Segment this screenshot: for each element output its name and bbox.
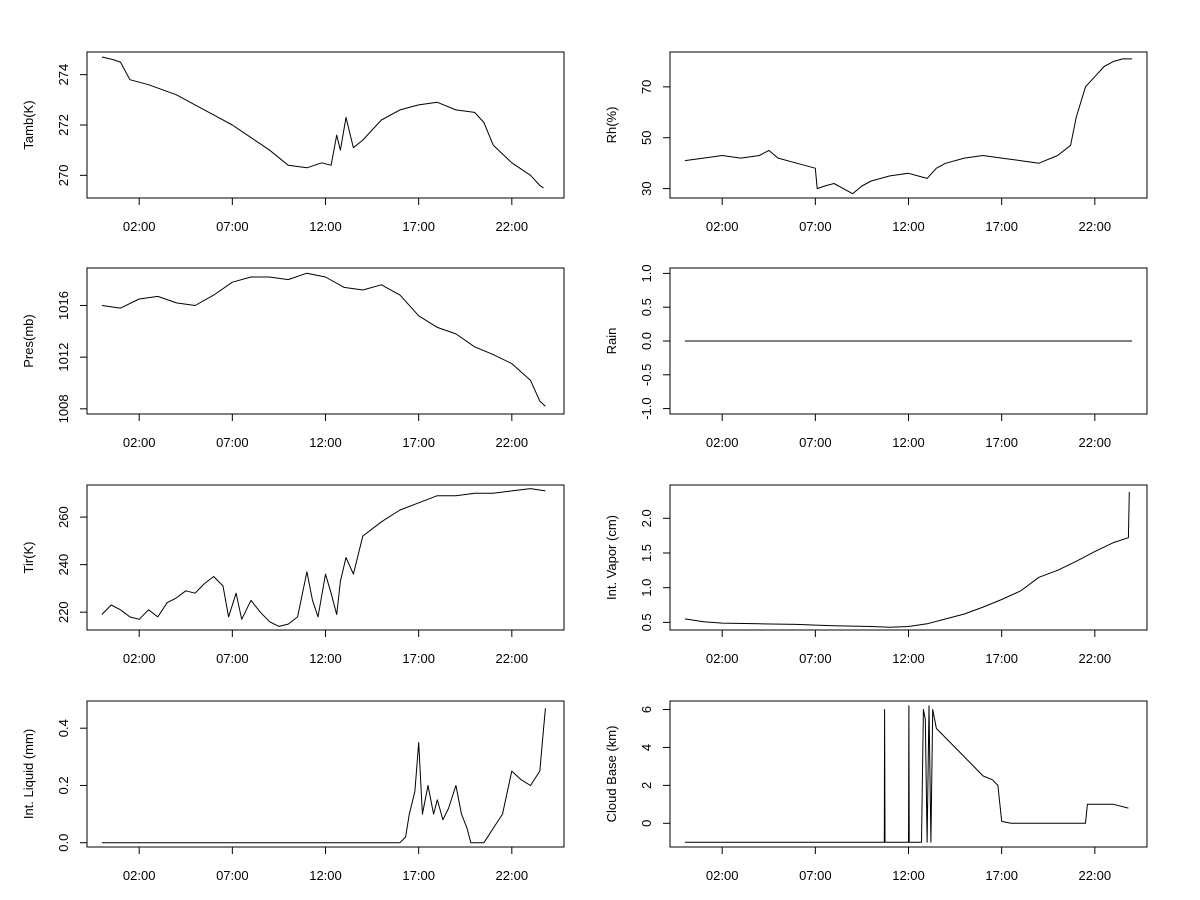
x-tick-label: 07:00 — [799, 868, 832, 883]
series-line — [684, 58, 1133, 195]
y-tick-label: 270 — [56, 164, 71, 186]
y-tick-label: 50 — [639, 130, 654, 144]
y-tick-label: 0.0 — [56, 834, 71, 852]
y-tick-label: 0.4 — [56, 719, 71, 737]
y-axis-label: Tamb(K) — [21, 100, 36, 149]
x-tick-label: 07:00 — [216, 651, 249, 666]
y-axis-label: Int. Liquid (mm) — [21, 729, 36, 819]
y-axis-label: Tir(K) — [21, 541, 36, 573]
y-tick-label: -0.5 — [639, 364, 654, 386]
x-tick-label: 07:00 — [799, 435, 832, 450]
x-tick-label: 07:00 — [799, 219, 832, 234]
x-tick-label: 02:00 — [706, 435, 739, 450]
y-tick-label: 0.0 — [639, 332, 654, 350]
y-tick-label: 2 — [639, 782, 654, 789]
plot-frame — [669, 51, 1148, 199]
x-tick-label: 22:00 — [496, 651, 529, 666]
chart-panel-4: 02:00 07:00 12:00 17:00 22:00 -1.0 -0.5 0.0 0.5 1… — [604, 264, 1148, 450]
chart-panel-6: 02:00 07:00 12:00 17:00 22:00 0.5 1.0 1.5 2.0 Int… — [604, 484, 1148, 666]
x-tick-label: 02:00 — [123, 868, 156, 883]
x-tick-label: 12:00 — [892, 435, 925, 450]
plot-frame — [86, 700, 565, 848]
x-tick-label: 17:00 — [402, 219, 435, 234]
y-tick-label: 1008 — [56, 394, 71, 423]
x-tick-label: 02:00 — [123, 435, 156, 450]
x-tick-label: 02:00 — [706, 651, 739, 666]
y-tick-label: 240 — [56, 554, 71, 576]
x-tick-label: 17:00 — [985, 868, 1018, 883]
x-tick-label: 22:00 — [496, 868, 529, 883]
y-tick-label: 272 — [56, 114, 71, 136]
x-tick-label: 12:00 — [892, 651, 925, 666]
y-tick-label: 2.0 — [639, 509, 654, 527]
x-tick-label: 07:00 — [216, 868, 249, 883]
y-tick-label: 0.5 — [639, 613, 654, 631]
plot-frame — [86, 267, 565, 415]
x-tick-label: 12:00 — [309, 435, 342, 450]
x-tick-label: 12:00 — [892, 219, 925, 234]
x-tick-label: 12:00 — [309, 868, 342, 883]
chart-panel-3: 02:00 07:00 12:00 17:00 22:00 1008 1012 1016 Pre… — [21, 267, 565, 450]
series-line — [684, 491, 1130, 628]
chart-panel-7: 02:00 07:00 12:00 17:00 22:00 0.0 0.2 0.4 Int. L… — [21, 700, 565, 883]
y-tick-label: 4 — [639, 744, 654, 751]
series-line — [101, 708, 546, 844]
x-tick-label: 02:00 — [706, 219, 739, 234]
x-tick-label: 17:00 — [985, 219, 1018, 234]
series-line — [101, 272, 546, 407]
x-tick-label: 22:00 — [1079, 435, 1112, 450]
x-tick-label: 12:00 — [892, 868, 925, 883]
y-axis-label: Pres(mb) — [21, 314, 36, 367]
chart-panel-8: 02:00 07:00 12:00 17:00 22:00 0 2 4 6 Cloud Base … — [604, 700, 1148, 883]
y-tick-label: 1016 — [56, 291, 71, 320]
x-tick-label: 02:00 — [123, 651, 156, 666]
y-tick-label: 1.0 — [639, 579, 654, 597]
y-tick-label: 6 — [639, 706, 654, 713]
x-tick-label: 12:00 — [309, 219, 342, 234]
y-tick-label: 0 — [639, 820, 654, 827]
y-tick-label: 220 — [56, 601, 71, 623]
x-tick-label: 02:00 — [706, 868, 739, 883]
y-tick-label: 70 — [639, 80, 654, 94]
series-line — [684, 705, 1129, 843]
x-tick-label: 22:00 — [1079, 219, 1112, 234]
plot-frame — [86, 51, 565, 199]
x-tick-label: 17:00 — [402, 435, 435, 450]
x-tick-label: 22:00 — [496, 435, 529, 450]
chart-panel-1: 02:00 07:00 12:00 17:00 22:00 270 272 274 Tamb(K… — [21, 51, 565, 234]
y-tick-label: 260 — [56, 506, 71, 528]
x-tick-label: 02:00 — [123, 219, 156, 234]
x-tick-label: 12:00 — [309, 651, 342, 666]
y-axis-label: Rain — [604, 328, 619, 355]
x-tick-label: 17:00 — [402, 868, 435, 883]
series-line — [101, 56, 544, 189]
y-tick-label: 1012 — [56, 343, 71, 372]
y-axis-label: Rh(%) — [604, 107, 619, 144]
x-tick-label: 17:00 — [985, 651, 1018, 666]
x-tick-label: 07:00 — [799, 651, 832, 666]
series-line — [101, 488, 546, 627]
chart-panel-5: 02:00 07:00 12:00 17:00 22:00 220 240 260 Tir(K) — [21, 484, 565, 666]
y-axis-label: Cloud Base (km) — [604, 726, 619, 823]
x-tick-label: 17:00 — [402, 651, 435, 666]
y-tick-label: 1.5 — [639, 544, 654, 562]
x-tick-label: 07:00 — [216, 219, 249, 234]
x-tick-label: 07:00 — [216, 435, 249, 450]
y-tick-label: 30 — [639, 181, 654, 195]
x-tick-label: 22:00 — [1079, 651, 1112, 666]
y-tick-label: 1.0 — [639, 264, 654, 282]
plot-frame — [669, 484, 1148, 631]
plot-frame — [86, 484, 565, 631]
y-axis-label: Int. Vapor (cm) — [604, 515, 619, 600]
x-tick-label: 17:00 — [985, 435, 1018, 450]
chart-panel-2: 02:00 07:00 12:00 17:00 22:00 30 50 70 Rh(%) — [604, 51, 1148, 234]
y-tick-label: 274 — [56, 64, 71, 86]
x-tick-label: 22:00 — [496, 219, 529, 234]
y-tick-label: 0.2 — [56, 776, 71, 794]
y-tick-label: 0.5 — [639, 298, 654, 316]
x-tick-label: 22:00 — [1079, 868, 1112, 883]
y-tick-label: -1.0 — [639, 397, 654, 419]
